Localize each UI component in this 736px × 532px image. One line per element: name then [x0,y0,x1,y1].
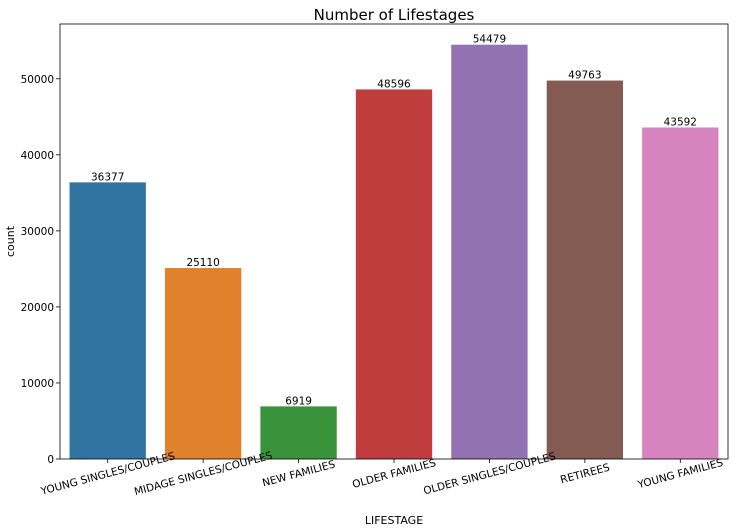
y-tick-label: 10000 [21,378,54,390]
y-tick-label: 20000 [21,302,54,314]
x-axis-title: LIFESTAGE [365,514,423,527]
y-axis: 0 10000 20000 30000 40000 50000 [21,74,60,466]
bar [642,127,719,459]
plot-frame [59,23,729,460]
y-tick-label: 30000 [21,226,54,238]
bar-value-label: 6919 [285,395,312,407]
bar-value-label: 36377 [91,171,124,183]
y-axis-title: count [4,225,17,257]
bar-value-label: 49763 [568,70,601,82]
bar [546,80,624,459]
bar [69,182,146,459]
bar [260,406,337,459]
bar [164,268,242,459]
y-tick-label: 50000 [21,74,54,86]
bar-value-label: 25110 [186,257,219,269]
bar-labels-group: 36377 25110 6919 48596 54479 49763 43592 [91,34,697,408]
x-tick-label: RETIREES [559,462,611,487]
bar-value-label: 48596 [377,78,411,90]
y-tick-label: 0 [47,454,54,466]
bar [451,44,528,459]
bar-value-label: 54479 [473,34,506,46]
x-tick-label: NEW FAMILIES [261,458,337,489]
bars-group [69,44,719,459]
bar-value-label: 43592 [664,116,697,128]
chart-title: Number of Lifestages [314,6,475,24]
y-tick-label: 40000 [21,150,54,162]
bar [355,89,433,459]
